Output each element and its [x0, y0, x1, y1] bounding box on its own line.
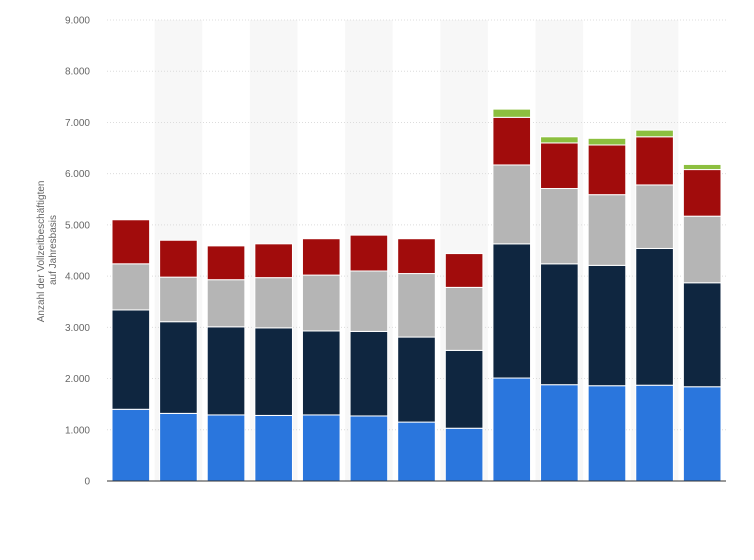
- bar-stack[interactable]: [349, 234, 389, 482]
- y-tick-label: 8.000: [65, 67, 90, 78]
- bar-segment[interactable]: [492, 108, 532, 118]
- bar-stack[interactable]: [587, 137, 627, 482]
- bar-segment[interactable]: [540, 188, 579, 265]
- y-tick-label: 9.000: [65, 16, 90, 27]
- bar-segment[interactable]: [492, 164, 532, 245]
- bar-segment[interactable]: [587, 137, 627, 146]
- y-tick-label: 3.000: [65, 323, 90, 334]
- bar-segment[interactable]: [635, 247, 674, 386]
- y-axis-title-line-1: Anzahl der Vollzeitbeschäftigten: [36, 181, 47, 323]
- bar-segment[interactable]: [349, 330, 389, 417]
- y-tick-label: 7.000: [65, 118, 90, 129]
- bar-stack[interactable]: [206, 245, 246, 482]
- bar-stack[interactable]: [159, 239, 198, 482]
- bar-segment[interactable]: [492, 116, 532, 166]
- y-tick-label: 2.000: [65, 374, 90, 385]
- bar-segment[interactable]: [444, 349, 484, 429]
- bar-stack[interactable]: [444, 253, 484, 482]
- bar-segment[interactable]: [587, 264, 627, 387]
- y-tick-label: 5.000: [65, 220, 90, 231]
- bar-segment[interactable]: [206, 326, 246, 416]
- y-tick-label: 1.000: [65, 425, 90, 436]
- bar-segment[interactable]: [492, 243, 532, 379]
- y-axis-title: Anzahl der Vollzeitbeschäftigten auf Jah…: [36, 178, 59, 323]
- bar-segment[interactable]: [206, 245, 246, 281]
- bar-stack[interactable]: [111, 219, 151, 482]
- bar-segment[interactable]: [397, 273, 436, 338]
- bar-segment[interactable]: [540, 142, 579, 190]
- bar-segment[interactable]: [301, 274, 341, 332]
- bar-segment[interactable]: [444, 427, 484, 482]
- bar-segment[interactable]: [206, 279, 246, 328]
- bar-segment[interactable]: [587, 194, 627, 266]
- y-axis-tick-labels: 0 1.000 2.000 3.000 4.000 5.000 6.000 7.000 8.00…: [65, 16, 90, 488]
- bar-segment[interactable]: [349, 270, 389, 332]
- bar-segment[interactable]: [444, 286, 484, 351]
- bar-segment[interactable]: [159, 276, 198, 323]
- bar-segment[interactable]: [587, 144, 627, 196]
- y-tick-label: 4.000: [65, 272, 90, 283]
- bar-segment[interactable]: [444, 253, 484, 288]
- bar-segment[interactable]: [349, 415, 389, 482]
- bar-segment[interactable]: [635, 384, 674, 482]
- bar-segment[interactable]: [682, 282, 722, 388]
- bar-segment[interactable]: [635, 129, 674, 138]
- bar-segment[interactable]: [635, 136, 674, 186]
- bar-stack[interactable]: [492, 108, 532, 482]
- bar-segment[interactable]: [159, 412, 198, 482]
- bar-segment[interactable]: [349, 234, 389, 272]
- bar-segment[interactable]: [587, 385, 627, 482]
- bar-segment[interactable]: [635, 184, 674, 249]
- bar-segment[interactable]: [111, 309, 151, 410]
- bar-segment[interactable]: [397, 238, 436, 275]
- bar-segment[interactable]: [111, 263, 151, 311]
- bar-segment[interactable]: [397, 421, 436, 482]
- y-tick-label: 6.000: [65, 169, 90, 180]
- y-tick-label: 0: [84, 477, 90, 488]
- bar-segment[interactable]: [397, 336, 436, 423]
- bar-stack[interactable]: [540, 136, 579, 482]
- bar-segment[interactable]: [301, 414, 341, 482]
- bar-segment[interactable]: [682, 386, 722, 482]
- bar-segment[interactable]: [254, 327, 293, 416]
- bar-segment[interactable]: [682, 169, 722, 217]
- bar-segment[interactable]: [492, 377, 532, 482]
- bar-stack[interactable]: [682, 163, 722, 482]
- bar-segment[interactable]: [682, 215, 722, 284]
- bar-stack[interactable]: [635, 129, 674, 482]
- bar-segment[interactable]: [254, 277, 293, 329]
- bar-segment[interactable]: [540, 136, 579, 144]
- bar-segment[interactable]: [682, 163, 722, 171]
- y-axis-title-line-2: auf Jahresbasis: [48, 215, 59, 285]
- bar-stack[interactable]: [397, 238, 436, 482]
- bar-segment[interactable]: [159, 239, 198, 278]
- bar-stack[interactable]: [301, 238, 341, 482]
- bar-segment[interactable]: [540, 384, 579, 482]
- bar-segment[interactable]: [111, 408, 151, 482]
- bar-segment[interactable]: [301, 330, 341, 416]
- bar-segment[interactable]: [111, 219, 151, 265]
- bar-segment[interactable]: [301, 238, 341, 276]
- bar-segment[interactable]: [206, 414, 246, 482]
- bar-segment[interactable]: [254, 243, 293, 279]
- bars: [111, 108, 722, 482]
- bar-stack[interactable]: [254, 243, 293, 482]
- bar-segment[interactable]: [254, 414, 293, 482]
- bar-segment[interactable]: [540, 263, 579, 386]
- bar-segment[interactable]: [159, 321, 198, 414]
